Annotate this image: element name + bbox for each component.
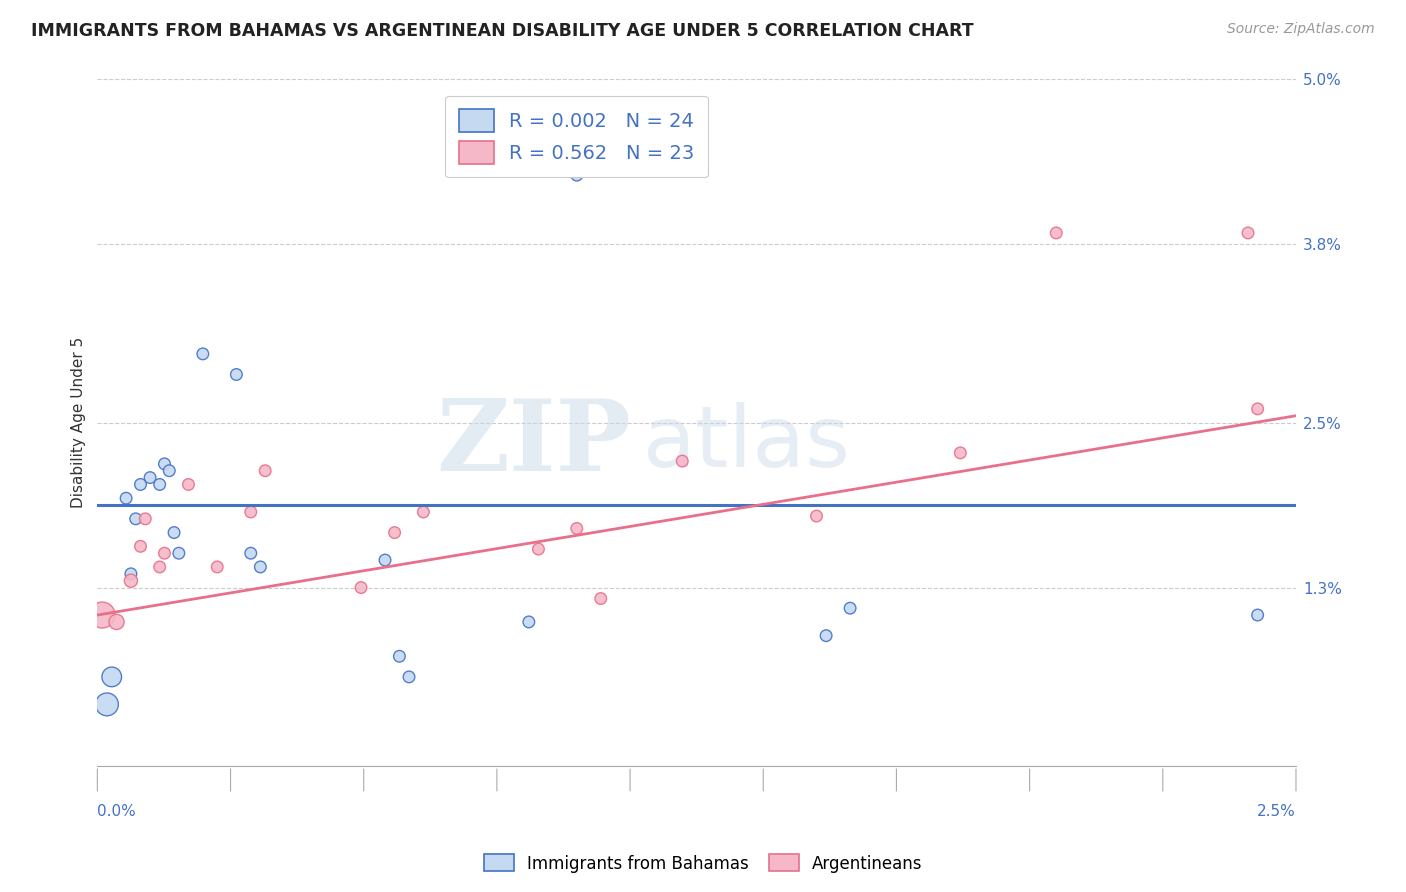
- Point: [100, 670, 122, 684]
- Point: [806, 509, 828, 524]
- Point: [225, 368, 247, 382]
- Point: [517, 615, 540, 629]
- Point: [120, 574, 142, 588]
- Point: [949, 446, 972, 460]
- Point: [671, 454, 693, 468]
- Point: [91, 608, 114, 623]
- Point: [565, 168, 588, 182]
- Point: [153, 546, 176, 560]
- Point: [565, 521, 588, 535]
- Point: [374, 553, 396, 567]
- Point: [815, 629, 838, 643]
- Point: [239, 546, 262, 560]
- Point: [149, 560, 172, 574]
- Point: [254, 464, 277, 478]
- Text: Source: ZipAtlas.com: Source: ZipAtlas.com: [1227, 22, 1375, 37]
- Point: [589, 591, 612, 606]
- Point: [157, 464, 180, 478]
- Point: [249, 560, 271, 574]
- Point: [105, 615, 128, 629]
- Text: IMMIGRANTS FROM BAHAMAS VS ARGENTINEAN DISABILITY AGE UNDER 5 CORRELATION CHART: IMMIGRANTS FROM BAHAMAS VS ARGENTINEAN D…: [31, 22, 973, 40]
- Point: [129, 539, 152, 553]
- Point: [129, 477, 152, 491]
- Point: [149, 477, 172, 491]
- Text: atlas: atlas: [643, 401, 851, 484]
- Y-axis label: Disability Age Under 5: Disability Age Under 5: [72, 337, 86, 508]
- Point: [398, 670, 420, 684]
- Point: [1045, 226, 1067, 240]
- Point: [527, 542, 550, 557]
- Point: [167, 546, 190, 560]
- Point: [384, 525, 406, 540]
- Legend: Immigrants from Bahamas, Argentineans: Immigrants from Bahamas, Argentineans: [477, 847, 929, 880]
- Point: [120, 566, 142, 581]
- Point: [388, 649, 411, 664]
- Point: [205, 560, 228, 574]
- Point: [125, 512, 148, 526]
- Point: [191, 347, 214, 361]
- Point: [139, 470, 162, 484]
- Point: [839, 601, 862, 615]
- Legend: R = 0.002   N = 24, R = 0.562   N = 23: R = 0.002 N = 24, R = 0.562 N = 23: [446, 95, 709, 178]
- Point: [1246, 608, 1268, 623]
- Point: [115, 491, 138, 506]
- Point: [163, 525, 186, 540]
- Point: [134, 512, 156, 526]
- Point: [177, 477, 200, 491]
- Text: ZIP: ZIP: [436, 395, 631, 491]
- Text: 0.0%: 0.0%: [97, 804, 136, 819]
- Point: [412, 505, 434, 519]
- Point: [153, 457, 176, 471]
- Point: [96, 698, 118, 712]
- Point: [350, 581, 373, 595]
- Point: [1237, 226, 1260, 240]
- Text: 2.5%: 2.5%: [1257, 804, 1296, 819]
- Point: [1246, 401, 1268, 416]
- Point: [239, 505, 262, 519]
